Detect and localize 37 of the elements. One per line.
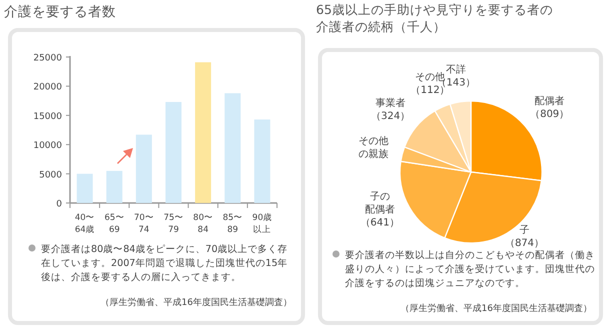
x-tick-label: 70〜74 bbox=[134, 213, 154, 235]
data-label: （112） bbox=[410, 84, 450, 96]
bar bbox=[136, 134, 152, 203]
data-label: （641） bbox=[360, 217, 400, 228]
text: 要介護者の半数以上は自分のこどもやその配偶者（働き盛りの人々）によって介護を受けています。団塊世代の介護をするのは団塊ジュニアなのです。 bbox=[345, 249, 595, 289]
y-tick-label: 0 bbox=[56, 200, 62, 210]
y-tick-label: 10000 bbox=[33, 141, 62, 152]
bar bbox=[76, 174, 93, 203]
bar bbox=[166, 102, 182, 203]
chart-title: 介護を要する者数 bbox=[4, 4, 116, 20]
data-label: （324） bbox=[371, 111, 410, 122]
data-label: （874） bbox=[504, 238, 544, 250]
chart-title: 65歳以上の手助けや見守りを要する者の介護者の続柄（千人） bbox=[316, 2, 553, 34]
y-tick-label: 20000 bbox=[33, 82, 62, 93]
text: （厚生労働省、平成16年度国民生活基礎調査） bbox=[100, 297, 292, 308]
x-tick-label: 90歳以上 bbox=[252, 212, 272, 235]
x-tick-label: 65〜69 bbox=[104, 213, 124, 235]
slice-label: 子 bbox=[519, 225, 530, 236]
y-tick-label: 5000 bbox=[39, 170, 62, 180]
bar bbox=[254, 119, 270, 203]
x-tick-label: 80〜84 bbox=[193, 213, 213, 235]
slice-label: 配偶者 bbox=[534, 95, 565, 108]
x-tick-label: 40〜64歳 bbox=[74, 213, 95, 235]
bar bbox=[224, 93, 241, 203]
text: 要介護者は80歳〜84歳をピークに、70歳以上で多く存在しています。2007年問題で退職した団塊世代の15年後は、介護を要する人の層に入ってきます。 bbox=[41, 243, 288, 283]
slice-label: 不詳 bbox=[446, 64, 466, 76]
x-tick-label: 85〜89 bbox=[222, 213, 243, 235]
slice-label: その他の親族 bbox=[358, 135, 388, 160]
y-tick-label: 25000 bbox=[33, 54, 62, 64]
slice-label: 子の配偶者 bbox=[364, 191, 395, 216]
slice-label: 事業者 bbox=[376, 97, 406, 110]
bar bbox=[106, 170, 122, 203]
y-tick-label: 15000 bbox=[33, 112, 62, 122]
x-tick-label: 75〜79 bbox=[164, 213, 184, 235]
bar bbox=[195, 62, 212, 203]
text: （厚生労働省、平成16年度国民生活基礎調査） bbox=[400, 303, 592, 314]
data-label: （809） bbox=[530, 109, 570, 120]
